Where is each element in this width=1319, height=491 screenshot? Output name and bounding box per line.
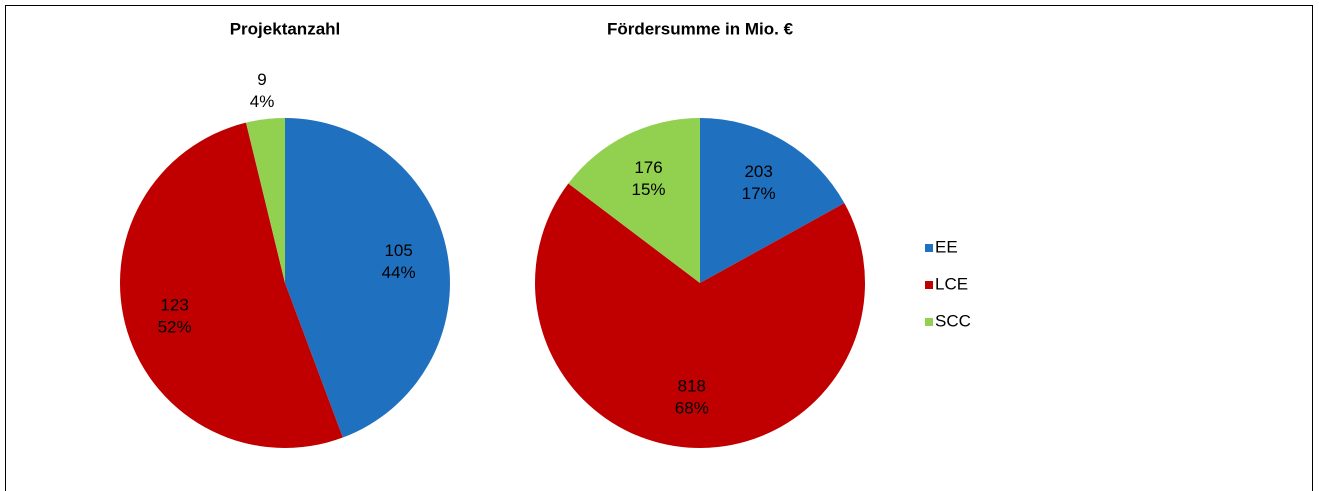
data-label-percent: 44% bbox=[382, 263, 416, 282]
data-label-percent: 17% bbox=[742, 184, 776, 203]
legend-label: EE bbox=[935, 237, 958, 256]
legend-swatch bbox=[925, 281, 933, 289]
legend-swatch bbox=[925, 244, 933, 252]
pie-slice bbox=[534, 183, 865, 449]
pie-slice bbox=[246, 118, 285, 283]
chart-title: Projektanzahl bbox=[230, 19, 341, 38]
pie-slice bbox=[700, 118, 845, 283]
chart-title: Fördersumme in Mio. € bbox=[607, 19, 794, 38]
data-label: 105 bbox=[384, 241, 412, 260]
data-label: 818 bbox=[678, 377, 706, 396]
data-label-percent: 15% bbox=[632, 180, 666, 199]
data-label: 203 bbox=[744, 162, 772, 181]
pie-slice bbox=[568, 118, 700, 283]
pie-slice bbox=[285, 118, 450, 438]
data-label: 123 bbox=[160, 295, 188, 314]
legend-swatch bbox=[925, 318, 933, 326]
data-label: 9 bbox=[257, 70, 266, 89]
frame bbox=[5, 5, 1313, 491]
legend-label: SCC bbox=[935, 311, 971, 330]
legend-label: LCE bbox=[935, 274, 968, 293]
data-label-percent: 52% bbox=[158, 317, 192, 336]
data-label-percent: 4% bbox=[250, 92, 275, 111]
data-label: 176 bbox=[634, 158, 662, 177]
data-label-percent: 68% bbox=[675, 399, 709, 418]
pie-slice bbox=[119, 122, 343, 449]
